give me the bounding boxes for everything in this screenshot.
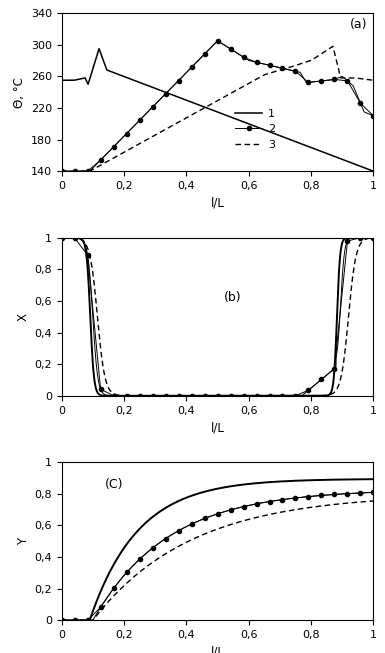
X-axis label: l/L: l/L <box>211 197 224 210</box>
3 <box>75 167 80 175</box>
Text: (a): (a) <box>350 18 367 31</box>
Y-axis label: X: X <box>17 313 30 321</box>
3 <box>59 167 64 175</box>
1 <box>371 167 376 175</box>
2 <box>163 90 168 98</box>
1 <box>362 164 367 172</box>
3 <box>331 42 335 50</box>
2 <box>345 77 350 85</box>
Legend: 1, 2, 3: 1, 2, 3 <box>235 109 275 150</box>
3 <box>305 58 310 66</box>
1 <box>362 164 367 172</box>
Line: 2: 2 <box>60 39 375 173</box>
2 <box>332 76 337 84</box>
2 <box>228 45 233 53</box>
3 <box>371 76 376 84</box>
2 <box>150 103 155 111</box>
1 <box>305 142 310 150</box>
2 <box>189 63 194 71</box>
Text: (b): (b) <box>224 291 242 304</box>
1 <box>75 76 80 84</box>
X-axis label: l/L: l/L <box>211 421 224 434</box>
1 <box>203 103 208 111</box>
Line: 1: 1 <box>62 49 373 171</box>
3 <box>362 75 367 83</box>
Line: 3: 3 <box>62 46 373 171</box>
2 <box>215 37 220 44</box>
2 <box>137 116 142 124</box>
2 <box>319 77 324 85</box>
3 <box>211 99 216 107</box>
2 <box>293 67 298 75</box>
3 <box>203 104 207 112</box>
2 <box>358 99 363 107</box>
Y-axis label: Θ, °C: Θ, °C <box>13 76 27 108</box>
Text: (C): (C) <box>105 478 124 491</box>
2 <box>267 61 272 69</box>
2 <box>98 156 103 164</box>
2 <box>306 78 311 86</box>
Y-axis label: Y: Y <box>17 537 30 545</box>
2 <box>59 167 64 175</box>
2 <box>241 54 246 61</box>
2 <box>111 143 116 151</box>
2 <box>254 58 259 66</box>
1 <box>59 76 64 84</box>
1 <box>97 45 101 53</box>
2 <box>124 130 129 138</box>
3 <box>362 75 367 83</box>
2 <box>176 76 181 84</box>
2 <box>85 167 90 175</box>
2 <box>280 65 285 72</box>
2 <box>72 167 77 175</box>
X-axis label: l/L: l/L <box>211 646 224 653</box>
1 <box>211 106 216 114</box>
2 <box>371 112 376 119</box>
2 <box>202 50 207 58</box>
